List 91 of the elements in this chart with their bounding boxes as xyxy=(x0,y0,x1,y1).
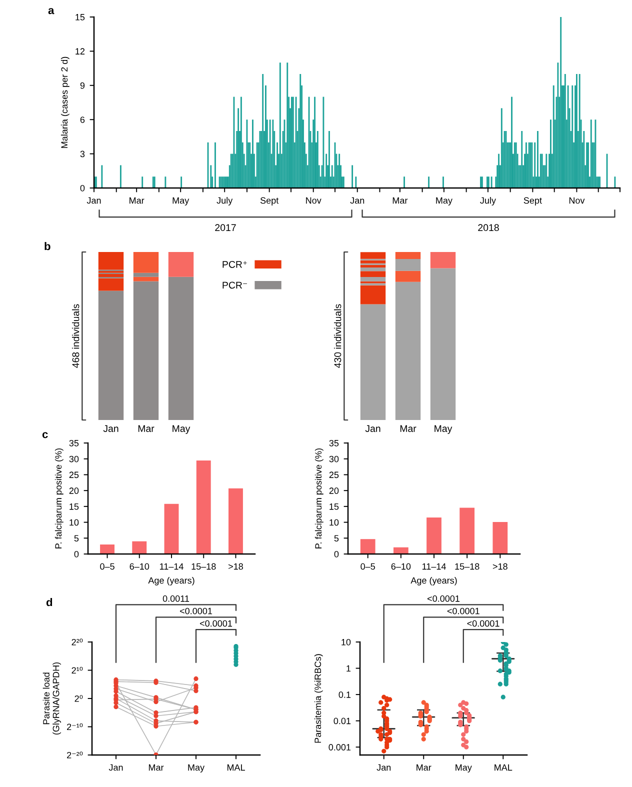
chart-title: c xyxy=(42,432,48,438)
y-tick-label: 0.1 xyxy=(338,692,351,698)
x-tick-label: Jan xyxy=(376,764,391,771)
legend-label: PCR⁺ xyxy=(222,261,247,268)
y-tick-label: 10 xyxy=(330,519,339,526)
y-tick-label: 10 xyxy=(70,519,79,526)
y-tick-label: 15 xyxy=(70,503,79,510)
x-tick-label: Jan xyxy=(365,425,380,432)
y-axis-title: Parasitemia (%iRBCs) xyxy=(314,654,323,743)
text: <0.0001 xyxy=(447,608,480,614)
x-tick-label: 6–10 xyxy=(130,563,150,570)
y-axis-title: 430 individuals xyxy=(334,304,342,368)
y-axis-title: 468 individuals xyxy=(72,304,80,368)
y-tick-label: 2¹⁰ xyxy=(72,666,83,674)
x-axis-title: Age (years) xyxy=(410,577,457,586)
text: 2017 xyxy=(215,224,236,232)
x-tick-label: MAL xyxy=(494,764,512,771)
y-tick-label: 9 xyxy=(80,82,85,89)
y-tick-label: 15 xyxy=(76,14,85,20)
x-tick-label: 11–14 xyxy=(422,563,446,570)
y-tick-label: 30 xyxy=(69,456,79,462)
x-tick-label: May xyxy=(456,764,472,772)
y-tick-label: 1 xyxy=(346,665,351,672)
x-tick-label: >18 xyxy=(492,563,508,570)
x-tick-label: July xyxy=(480,197,496,206)
y-tick-label: 2⁻¹⁰ xyxy=(67,723,83,730)
text: <0.0001 xyxy=(180,608,212,614)
y-tick-label: 35 xyxy=(329,440,339,446)
x-tick-label: Mar xyxy=(138,425,154,432)
x-tick-label: MAL xyxy=(227,764,245,771)
y-axis-title: Malaria (cases per 2 d) xyxy=(60,56,70,148)
y-tick-label: 5 xyxy=(334,535,339,542)
x-tick-label: Mar xyxy=(400,425,416,432)
x-tick-label: Mar xyxy=(130,197,144,204)
x-tick-label: Jan xyxy=(108,764,123,771)
x-tick-label: May xyxy=(188,764,205,772)
y-tick-label: 0.001 xyxy=(328,744,351,750)
text: <0.0001 xyxy=(200,620,232,627)
y-tick-label: 0.01 xyxy=(334,718,351,724)
y-tick-label: 2⁰ xyxy=(74,695,83,702)
y-tick-label: 12 xyxy=(76,48,85,54)
x-tick-label: May xyxy=(172,425,190,434)
x-tick-label: Mar xyxy=(416,764,432,771)
y-tick-label: 25 xyxy=(69,472,79,478)
text: 0.0011 xyxy=(162,595,190,602)
x-tick-label: >18 xyxy=(228,563,243,570)
chart-title: d xyxy=(46,598,52,606)
x-tick-label: July xyxy=(216,197,233,206)
chart-title: a xyxy=(48,8,54,14)
y-tick-label: 0 xyxy=(74,550,79,558)
y-tick-label: 3 xyxy=(80,150,85,158)
x-tick-label: Sept xyxy=(524,197,542,206)
y-tick-label: 25 xyxy=(329,472,339,478)
y-tick-label: 15 xyxy=(330,503,339,510)
text: <0.0001 xyxy=(428,595,460,602)
text: <0.0001 xyxy=(467,620,500,627)
y-tick-label: 35 xyxy=(69,440,79,446)
x-tick-label: Jan xyxy=(350,197,364,204)
y-tick-label: 20 xyxy=(69,488,79,494)
x-tick-label: Mar xyxy=(148,764,164,771)
y-tick-label: 0 xyxy=(334,550,339,558)
x-tick-label: May xyxy=(436,197,452,206)
y-axis-title: P. falciparum positive (%) xyxy=(54,448,64,548)
x-tick-label: Nov xyxy=(569,197,585,204)
x-tick-label: 6–10 xyxy=(391,563,411,570)
y-axis-title: P. falciparum positive (%) xyxy=(314,448,324,548)
x-tick-label: Nov xyxy=(306,197,322,204)
legend-label: PCR⁻ xyxy=(222,282,247,289)
y-tick-label: 2²⁰ xyxy=(72,638,83,646)
x-tick-label: 15–18 xyxy=(455,563,480,570)
x-tick-label: 0–5 xyxy=(100,563,114,570)
x-tick-label: 15–18 xyxy=(192,563,216,570)
x-tick-label: 11–14 xyxy=(160,563,184,570)
x-tick-label: 0–5 xyxy=(360,563,375,570)
y-axis-title: Parasite load (GlyRNA/GAPDH) xyxy=(42,662,62,735)
x-tick-label: Jan xyxy=(86,197,101,204)
text: 2018 xyxy=(478,224,499,232)
y-tick-label: 0 xyxy=(80,184,85,192)
y-tick-label: 2⁻²⁰ xyxy=(67,752,83,758)
y-tick-label: 5 xyxy=(74,535,79,542)
x-axis-title: Age (years) xyxy=(148,577,194,586)
x-tick-label: Jan xyxy=(103,425,118,432)
y-tick-label: 20 xyxy=(329,488,339,494)
x-tick-label: Mar xyxy=(392,197,408,204)
x-tick-label: Sept xyxy=(260,197,279,206)
y-tick-label: 10 xyxy=(342,638,351,646)
y-tick-label: 6 xyxy=(80,116,85,123)
y-tick-label: 30 xyxy=(329,456,339,462)
x-tick-label: May xyxy=(172,197,190,206)
x-tick-label: May xyxy=(434,425,452,434)
chart-title: b xyxy=(44,242,50,250)
